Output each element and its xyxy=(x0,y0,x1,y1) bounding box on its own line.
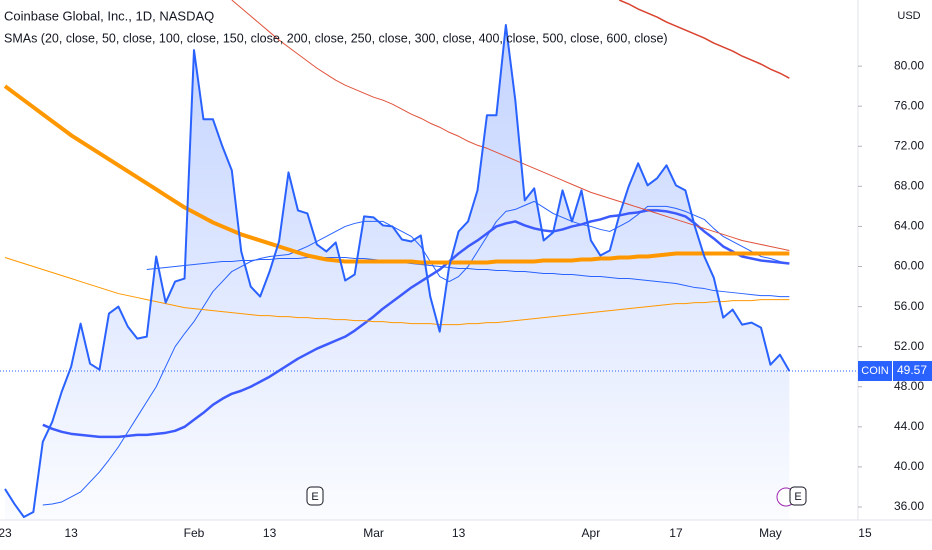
y-tick-label: 64.00 xyxy=(894,219,924,233)
y-tick-label: 68.00 xyxy=(894,179,924,193)
y-tick-label: 76.00 xyxy=(894,98,924,112)
y-tick-label: 60.00 xyxy=(894,259,924,273)
earnings-marker[interactable]: E xyxy=(306,486,324,506)
symbol-label: COIN xyxy=(861,365,889,377)
chart-title: Coinbase Global, Inc., 1D, NASDAQ xyxy=(4,8,214,23)
x-tick-label: 23 xyxy=(0,526,12,540)
last-price-label: 49.57 xyxy=(897,363,927,377)
indicator-legend: SMAs (20, close, 50, close, 100, close, … xyxy=(4,31,668,45)
y-tick-label: 80.00 xyxy=(894,58,924,72)
last-price-badge xyxy=(893,361,932,382)
x-tick-label: 13 xyxy=(64,526,78,540)
x-tick-label: May xyxy=(759,526,782,540)
sma-line xyxy=(42,200,790,506)
sma-line xyxy=(3,84,790,265)
sma-line xyxy=(4,257,790,326)
plot-area xyxy=(3,0,791,520)
x-tick-label: 13 xyxy=(452,526,466,540)
x-tick-label: 17 xyxy=(669,526,683,540)
y-tick-label: 40.00 xyxy=(894,459,924,473)
x-tick-label: Feb xyxy=(184,526,205,540)
x-tick-label: 15 xyxy=(858,526,872,540)
sma-line xyxy=(618,0,790,79)
earnings-marker[interactable]: E xyxy=(776,486,807,507)
x-tick-label: Mar xyxy=(363,526,384,540)
y-tick-label: 56.00 xyxy=(894,299,924,313)
x-tick-label: 13 xyxy=(263,526,277,540)
y-tick-label: 36.00 xyxy=(894,499,924,513)
price-line xyxy=(4,24,791,518)
y-tick-label: 44.00 xyxy=(894,419,924,433)
sma-line xyxy=(146,256,790,298)
y-tick-label: 52.00 xyxy=(894,339,924,353)
axis-unit: USD xyxy=(897,10,920,22)
y-tick-label: 72.00 xyxy=(894,138,924,152)
sma-line xyxy=(231,0,790,251)
x-tick-label: Apr xyxy=(582,526,601,540)
earnings-marker-label: E xyxy=(311,491,318,503)
symbol-badge xyxy=(858,361,892,382)
earnings-marker-label: E xyxy=(794,491,801,503)
price-area xyxy=(5,25,790,520)
sma-line xyxy=(42,209,790,439)
y-tick-label: 48.00 xyxy=(894,379,924,393)
